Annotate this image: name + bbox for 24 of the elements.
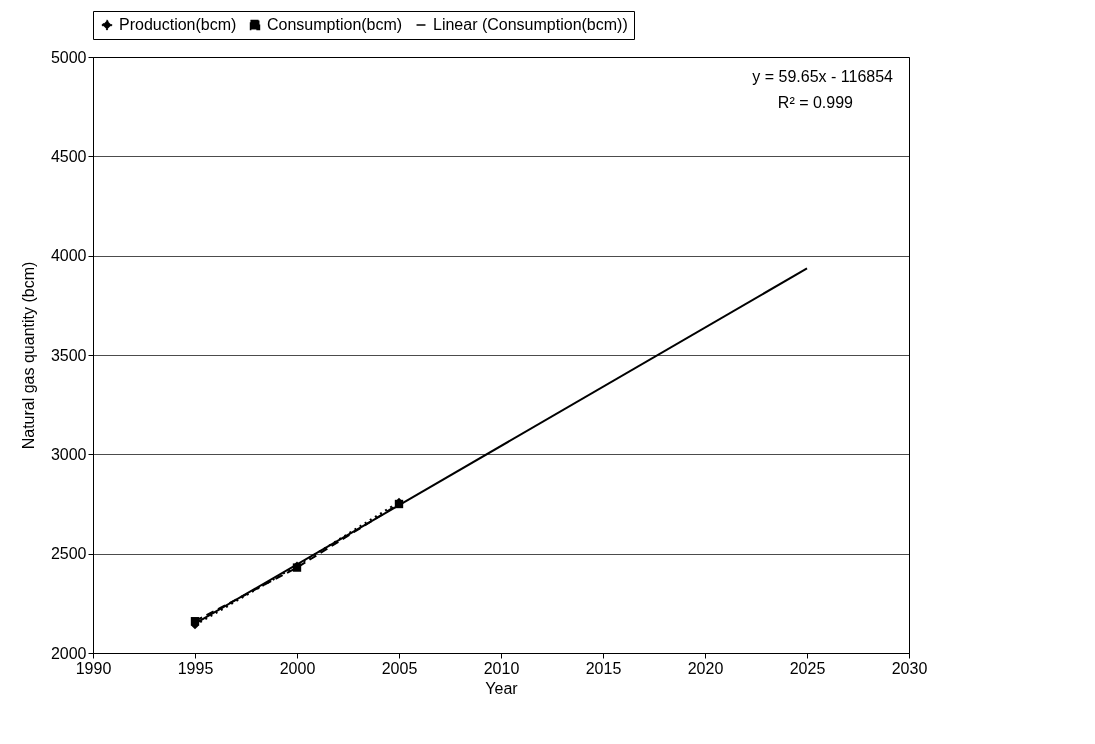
x-tick-label: 2030 xyxy=(891,659,928,677)
y-tick-label: 5000 xyxy=(50,48,87,66)
annotation: y = 59.65x - 116854 xyxy=(752,68,894,85)
x-tick-label: 1990 xyxy=(75,659,112,677)
x-tick-label: 2020 xyxy=(687,659,724,677)
y-axis-title: Natural gas quantity (bcm) xyxy=(19,261,37,450)
x-tick-label: 2025 xyxy=(789,659,826,677)
annotation: R² = 0.999 xyxy=(777,94,854,111)
y-tick-label: 4500 xyxy=(50,147,87,165)
legend-label: Consumption(bcm) xyxy=(267,16,403,33)
x-tick-label: 2000 xyxy=(279,659,316,677)
y-tick-label: 2500 xyxy=(50,545,87,563)
y-tick-label: 3500 xyxy=(50,346,87,364)
x-tick-label: 2005 xyxy=(381,659,418,677)
y-tick-label: 2000 xyxy=(50,644,87,662)
legend-label: Linear (Consumption(bcm)) xyxy=(433,16,628,33)
point xyxy=(190,617,200,626)
x-tick-label: 2010 xyxy=(483,659,520,677)
y-tick-label: 3000 xyxy=(50,445,87,463)
x-axis-title: Year xyxy=(485,679,519,697)
legend-label: Production(bcm) xyxy=(119,16,237,33)
y-tick-label: 4000 xyxy=(50,247,87,265)
x-tick-label: 2015 xyxy=(585,659,622,677)
x-tick-label: 1995 xyxy=(177,659,214,677)
